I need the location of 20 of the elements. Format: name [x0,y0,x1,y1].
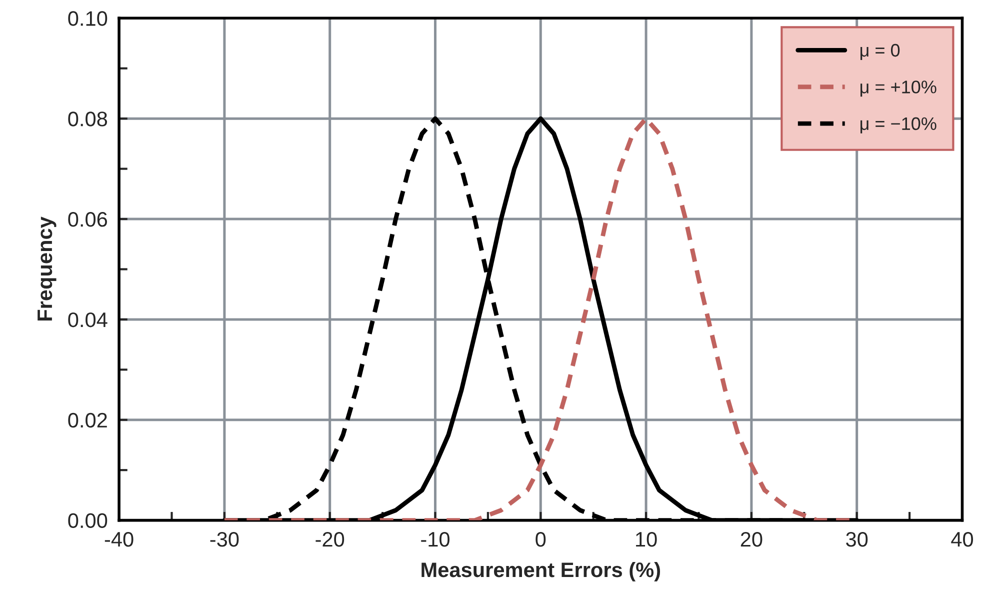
legend-label: μ = 0 [860,44,900,60]
y-axis-title: Frequency [38,216,56,321]
y-tick-label: 0.02 [68,412,107,428]
x-tick-label: 0 [536,532,546,547]
y-tick-label: 0.00 [68,513,108,528]
y-tick-label: 0.08 [68,112,108,126]
x-tick-label: -10 [421,532,450,547]
x-tick-label: -40 [104,532,134,547]
x-tick-label: 20 [740,532,762,547]
x-tick-label: -30 [210,532,239,547]
y-tick-label: 0.04 [68,312,108,328]
x-tick-label: 40 [951,532,974,547]
x-axis-title: Measurement Errors (%) [422,562,660,582]
legend-label: μ = +10% [860,80,936,97]
legend-label: μ = −10% [860,117,936,134]
x-tick-label: 10 [636,532,657,547]
y-tick-label: 0.06 [68,212,108,227]
y-tick-label: 0.10 [68,11,108,26]
x-tick-label: 30 [846,532,868,547]
x-tick-label: -20 [316,532,344,547]
